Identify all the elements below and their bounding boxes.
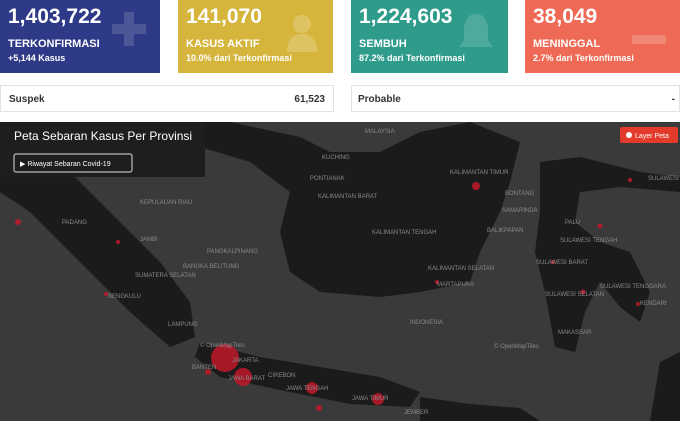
history-button-label[interactable]: ▶ Riwayat Sebaran Covid-19 (20, 161, 111, 168)
card-label: KASUS AKTIF (186, 38, 260, 50)
map-label: BENGKULU (108, 294, 141, 300)
card-value: 1,403,722 (8, 5, 102, 28)
probable-row: Probable - (351, 85, 680, 112)
map-label: KALIMANTAN TENGAH (372, 230, 436, 236)
card-value: 1,224,603 (359, 5, 453, 28)
map-labels: MALAYSIA KUCHING PONTIANAK KALIMANTAN BA… (62, 129, 679, 416)
row-value: - (671, 94, 675, 105)
suspek-row: Suspek 61,523 (0, 85, 334, 112)
map-label: JEMBER (404, 410, 429, 416)
card-value: 141,070 (186, 5, 262, 28)
map-title: Peta Sebaran Kasus Per Provinsi (14, 129, 192, 143)
map-label: KUCHING (322, 155, 350, 161)
row-value: 61,523 (294, 94, 325, 105)
card-confirmed: 1,403,722 TERKONFIRMASI +5,144 Kasus (0, 0, 160, 73)
map-label: PONTIANAK (310, 176, 345, 182)
card-active: 141,070 KASUS AKTIF 10.0% dari Terkonfir… (178, 0, 333, 73)
map-label: SULAWESI SELATAN (545, 292, 604, 298)
icon (112, 12, 146, 46)
map-label: BONTANG (505, 191, 535, 197)
layer-button[interactable] (620, 127, 678, 143)
icon (459, 14, 493, 47)
map-label: LAMPUNG (168, 322, 198, 328)
map-label: CIREBON (268, 373, 295, 379)
map-label: JAWA TIMUR (352, 396, 389, 402)
icon (632, 35, 666, 44)
icon (287, 15, 317, 52)
map-label: JAWA TENGAH (286, 386, 328, 392)
card-sub: 2.7% dari Terkonfirmasi (533, 53, 634, 63)
map[interactable]: MALAYSIA KUCHING PONTIANAK KALIMANTAN BA… (0, 122, 680, 421)
map-label: KEPULAUAN RIAU (140, 200, 192, 206)
map-label: SULAWESI BARAT (536, 260, 588, 266)
map-label: KALIMANTAN SELATAN (428, 266, 494, 272)
card-recovered: 1,224,603 SEMBUH 87.2% dari Terkonfirmas… (351, 0, 508, 73)
map-label: MARTAPURA (437, 282, 474, 288)
row-label: Probable (358, 94, 401, 105)
row-label: Suspek (9, 94, 45, 105)
map-label: BALIKPAPAN (487, 228, 523, 234)
map-label: MAKASSAR (558, 330, 592, 336)
map-label: PANGKALPINANG (207, 249, 258, 255)
map-label: SULAWESI (648, 176, 679, 182)
card-sub: 87.2% dari Terkonfirmasi (359, 53, 465, 63)
map-label: KALIMANTAN TIMUR (450, 170, 509, 176)
layer-icon[interactable] (626, 132, 632, 138)
map-label: JAKARTA (232, 358, 258, 364)
card-value: 38,049 (533, 5, 598, 28)
card-label: SEMBUH (359, 38, 407, 50)
card-deaths: 38,049 MENINGGAL 2.7% dari Terkonfirmasi (525, 0, 680, 73)
card-label: MENINGGAL (533, 38, 601, 50)
map-label: KENDARI (640, 301, 667, 307)
map-label: SUMATERA SELATAN (135, 273, 196, 279)
map-label: MALAYSIA (365, 129, 395, 135)
map-label: KALIMANTAN BARAT (318, 194, 377, 200)
map-label: SULAWESI TENGGARA (600, 284, 666, 290)
map-label: JAWA BARAT (228, 376, 265, 382)
map-label: PALU (565, 220, 580, 226)
history-button[interactable] (13, 153, 133, 173)
land (0, 122, 680, 421)
map-label: SULAWESI TENGAH (560, 238, 617, 244)
map-label: JAMBI (140, 237, 158, 243)
map-label: INDONESIA (410, 320, 443, 326)
map-label: SAMARINDA (502, 208, 538, 214)
map-label: PADANG (62, 220, 87, 226)
case-circles (15, 178, 640, 411)
map-label: BANGKA BELITUNG (183, 264, 240, 270)
attribution: © OpenMapTiles (494, 343, 539, 350)
map-label: BANTEN (192, 365, 216, 371)
card-sub: +5,144 Kasus (8, 53, 66, 63)
layer-button-label[interactable]: Layer Peta (635, 133, 669, 140)
attribution: © OpenMapTiles (200, 342, 245, 349)
card-label: TERKONFIRMASI (8, 38, 100, 50)
card-sub: 10.0% dari Terkonfirmasi (186, 53, 292, 63)
